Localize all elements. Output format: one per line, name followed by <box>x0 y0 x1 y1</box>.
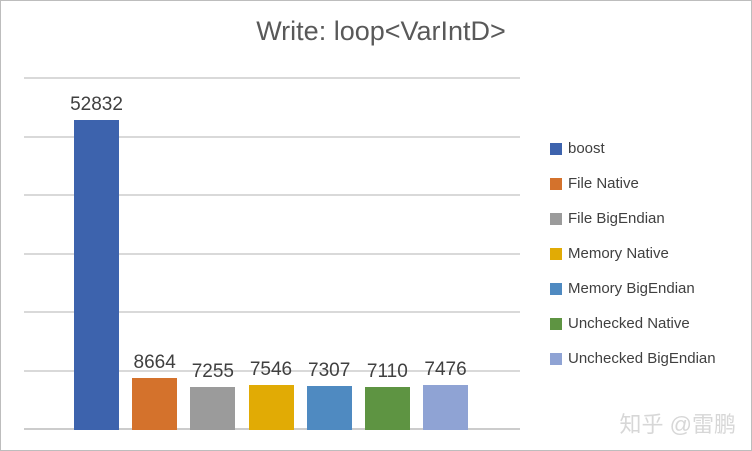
bar-memory-bigendian <box>306 386 352 430</box>
legend-item-memory-bigendian: Memory BigEndian <box>550 271 716 306</box>
legend-item-file-native: File Native <box>550 166 716 201</box>
legend-label: File BigEndian <box>568 210 665 227</box>
legend-label: Memory BigEndian <box>568 280 695 297</box>
legend-item-file-bigendian: File BigEndian <box>550 201 716 236</box>
value-label-file-bigendian: 7255 <box>191 360 234 382</box>
gridline <box>24 311 520 313</box>
value-label-file-native: 8664 <box>133 352 176 374</box>
value-label-unchecked-native: 7110 <box>366 361 408 383</box>
legend-item-boost: boost <box>550 131 716 166</box>
value-label-unchecked-bigendian: 7476 <box>424 359 467 381</box>
gridline <box>24 369 520 372</box>
chart-title: Write: loop<VarIntD> <box>256 16 506 46</box>
legend-swatch-icon <box>550 247 562 260</box>
legend-item-memory-native: Memory Native <box>550 236 716 271</box>
bar-file-native <box>132 378 178 430</box>
legend-label: Unchecked BigEndian <box>568 350 716 367</box>
legend-label: Unchecked Native <box>568 315 690 332</box>
bar-boost <box>74 119 119 430</box>
legend-swatch-icon <box>550 352 562 365</box>
legend-swatch-icon <box>550 317 562 330</box>
legend-swatch-icon <box>550 177 562 190</box>
legend-swatch-icon <box>550 212 562 225</box>
legend-label: boost <box>568 140 605 157</box>
legend-item-unchecked-native: Unchecked Native <box>550 306 716 341</box>
value-label-memory-bigendian: 7307 <box>308 360 351 382</box>
bar-unchecked-bigendian <box>423 385 469 430</box>
legend-item-unchecked-bigendian: Unchecked BigEndian <box>550 341 716 376</box>
gridline <box>24 194 520 196</box>
watermark: 知乎 @雷鹏 <box>619 412 736 437</box>
value-label-boost: 52832 <box>70 93 123 115</box>
gridline <box>24 135 520 138</box>
gridline <box>24 77 520 79</box>
bar-file-bigendian <box>190 386 236 430</box>
legend-label: File Native <box>568 175 639 192</box>
value-label-memory-native: 7546 <box>249 358 293 380</box>
legend: boost File Native File BigEndian Memory Nat… <box>550 131 716 376</box>
legend-label: Memory Native <box>568 245 669 262</box>
gridline <box>24 252 520 255</box>
legend-swatch-icon <box>550 142 562 155</box>
bar-memory-native <box>248 384 294 430</box>
bar-unchecked-native <box>364 387 410 430</box>
legend-swatch-icon <box>550 282 562 295</box>
